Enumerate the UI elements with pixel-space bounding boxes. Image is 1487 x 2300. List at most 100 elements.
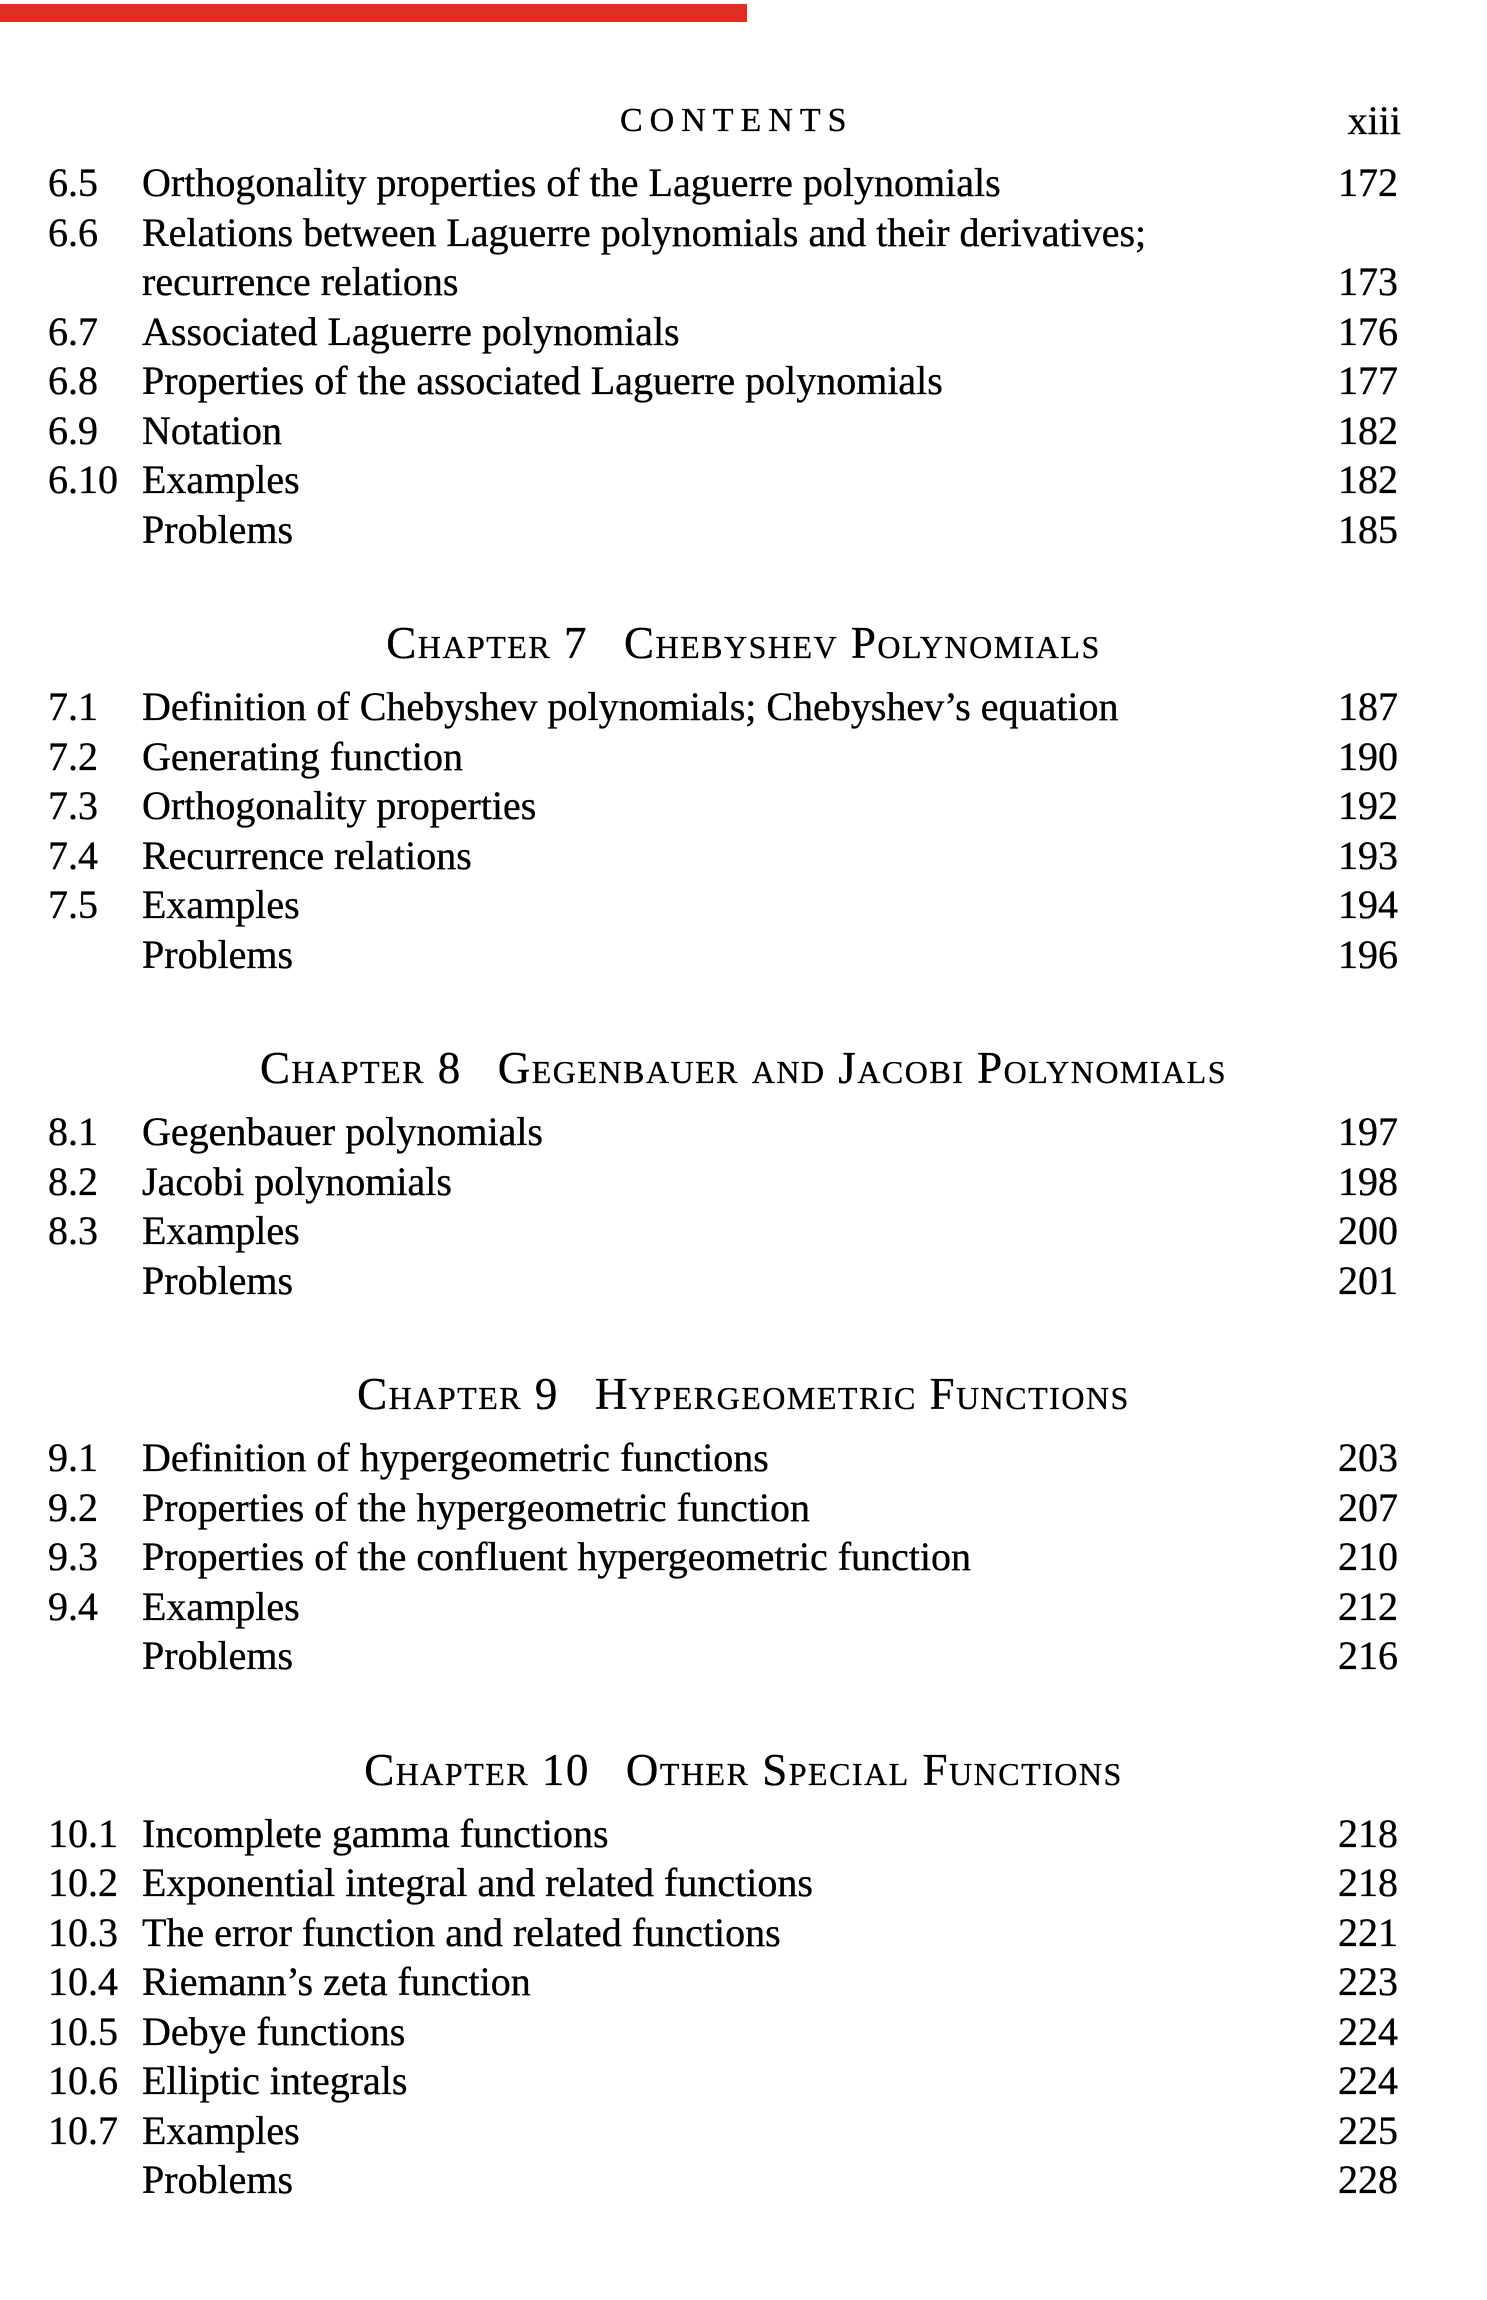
chapter-heading: Chapter 10 Other Special Functions	[0, 1744, 1487, 1795]
section-number: 7.3	[48, 783, 98, 828]
toc-row: recurrence relations 173	[0, 257, 1487, 307]
entry-page-number: 224	[1338, 2058, 1398, 2103]
table-of-contents: 6.5 Orthogonality properties of the Lague…	[0, 158, 1487, 2205]
entry-title: recurrence relations	[142, 259, 459, 304]
entry-page-number: 218	[1338, 1810, 1398, 1856]
entry-page-number: 200	[1338, 1208, 1398, 1253]
entry-page-number: 193	[1338, 832, 1398, 878]
toc-row: 6.6 Relations between Laguerre polynomial…	[0, 208, 1487, 258]
entry-title: Debye functions	[142, 2008, 406, 2054]
section-number: 6.9	[48, 407, 98, 453]
toc-row: 7.2 Generating function 190	[0, 732, 1487, 782]
folio-page-number: xiii	[1347, 98, 1401, 143]
entry-page-number: 228	[1338, 2157, 1398, 2202]
toc-row: 9.1 Definition of hypergeometric function…	[0, 1433, 1487, 1483]
section-number: 8.2	[48, 1158, 98, 1204]
entry-page-number: 194	[1338, 882, 1398, 927]
entry-page-number: 218	[1338, 1860, 1398, 1905]
chapter-label: Chapter 10	[364, 1744, 590, 1795]
chapter-heading: Chapter 8 Gegenbauer and Jacobi Polynomia…	[0, 1043, 1487, 1093]
entry-page-number: 196	[1338, 931, 1398, 977]
toc-row: 10.7 Examples 225	[0, 2106, 1487, 2156]
page-title: CONTENTS	[620, 102, 854, 139]
entry-title: Orthogonality properties of the Laguerre…	[142, 160, 1001, 205]
entry-title: Incomplete gamma functions	[142, 1810, 609, 1856]
scan-artifact-bar	[0, 4, 747, 22]
toc-row: Problems 201	[0, 1256, 1487, 1306]
toc-row: 7.4 Recurrence relations 193	[0, 831, 1487, 881]
entry-title: Jacobi polynomials	[142, 1158, 452, 1204]
entry-title: Elliptic integrals	[142, 2058, 408, 2103]
toc-row: Problems 185	[0, 505, 1487, 555]
section-number: 7.5	[48, 882, 98, 927]
toc-row: 6.5 Orthogonality properties of the Lague…	[0, 158, 1487, 208]
entry-page-number: 210	[1338, 1534, 1398, 1579]
toc-row: 6.10 Examples 182	[0, 455, 1487, 505]
entry-title: Notation	[142, 407, 282, 453]
entry-title: Examples	[142, 1583, 300, 1629]
entry-title: Riemann’s zeta function	[142, 1959, 531, 2004]
section-number: 10.5	[48, 2008, 118, 2054]
entry-page-number: 172	[1338, 160, 1398, 205]
entry-title: Problems	[142, 1633, 294, 1678]
entry-title: Generating function	[142, 733, 463, 779]
toc-row: 6.9 Notation 182	[0, 406, 1487, 456]
toc-section: Chapter 9 Hypergeometric Functions 9.1 Defi…	[0, 1369, 1487, 1681]
entry-page-number: 203	[1338, 1435, 1398, 1480]
chapter-label: Chapter 8	[259, 1043, 462, 1093]
section-number: 6.5	[48, 160, 98, 205]
entry-page-number: 221	[1338, 1909, 1398, 1955]
toc-row: 10.3 The error function and related funct…	[0, 1908, 1487, 1958]
section-number: 9.2	[48, 1484, 98, 1530]
section-number: 7.1	[48, 684, 98, 729]
toc-section: Chapter 10 Other Special Functions 10.1 Inc…	[0, 1744, 1487, 2205]
toc-row: 10.1 Incomplete gamma functions 218	[0, 1809, 1487, 1859]
chapter-title: Gegenbauer and Jacobi Polynomials	[497, 1043, 1227, 1093]
section-number: 6.6	[48, 209, 98, 255]
section-number: 10.7	[48, 2107, 118, 2153]
toc-section: 6.5 Orthogonality properties of the Lague…	[0, 158, 1487, 554]
entry-page-number: 182	[1338, 407, 1398, 453]
entry-title: Gegenbauer polynomials	[142, 1109, 543, 1154]
section-number: 9.3	[48, 1534, 98, 1579]
chapter-label: Chapter 9	[357, 1369, 559, 1419]
toc-row: 10.2 Exponential integral and related fun…	[0, 1858, 1487, 1908]
toc-row: 8.3 Examples 200	[0, 1206, 1487, 1256]
chapter-label: Chapter 7	[386, 618, 588, 668]
section-number: 8.3	[48, 1208, 98, 1253]
entry-title: Associated Laguerre polynomials	[142, 308, 680, 354]
section-number: 6.7	[48, 308, 98, 354]
chapter-heading: Chapter 7 Chebyshev Polynomials	[0, 618, 1487, 668]
toc-row: 6.8 Properties of the associated Laguerre…	[0, 356, 1487, 406]
section-number: 10.4	[48, 1959, 118, 2004]
toc-section: Chapter 7 Chebyshev Polynomials 7.1 Definit…	[0, 618, 1487, 979]
entry-title: Definition of Chebyshev polynomials; Che…	[142, 684, 1119, 729]
entry-title: Examples	[142, 882, 300, 927]
entry-title: Problems	[142, 2157, 294, 2202]
toc-row: 10.6 Elliptic integrals 224	[0, 2056, 1487, 2106]
entry-page-number: 176	[1338, 308, 1398, 354]
entry-title: Orthogonality properties	[142, 783, 537, 828]
toc-row: 7.1 Definition of Chebyshev polynomials; …	[0, 682, 1487, 732]
section-number: 10.2	[48, 1860, 118, 1905]
toc-row: 9.4 Examples 212	[0, 1582, 1487, 1632]
toc-row: 7.3 Orthogonality properties 192	[0, 781, 1487, 831]
entry-page-number: 187	[1338, 684, 1398, 729]
entry-page-number: 212	[1338, 1583, 1398, 1629]
section-number: 10.1	[48, 1810, 118, 1856]
entry-page-number: 223	[1338, 1959, 1398, 2004]
entry-page-number: 177	[1338, 358, 1398, 403]
entry-page-number: 185	[1338, 506, 1398, 552]
section-number: 10.3	[48, 1909, 118, 1955]
entry-page-number: 192	[1338, 783, 1398, 828]
toc-row: Problems 196	[0, 930, 1487, 980]
entry-page-number: 225	[1338, 2107, 1398, 2153]
entry-page-number: 198	[1338, 1158, 1398, 1204]
toc-row: Problems 216	[0, 1631, 1487, 1681]
section-number: 10.6	[48, 2058, 118, 2103]
toc-row: 7.5 Examples 194	[0, 880, 1487, 930]
entry-title: Examples	[142, 2107, 300, 2153]
toc-row: 8.1 Gegenbauer polynomials 197	[0, 1107, 1487, 1157]
entry-title: Examples	[142, 1208, 300, 1253]
